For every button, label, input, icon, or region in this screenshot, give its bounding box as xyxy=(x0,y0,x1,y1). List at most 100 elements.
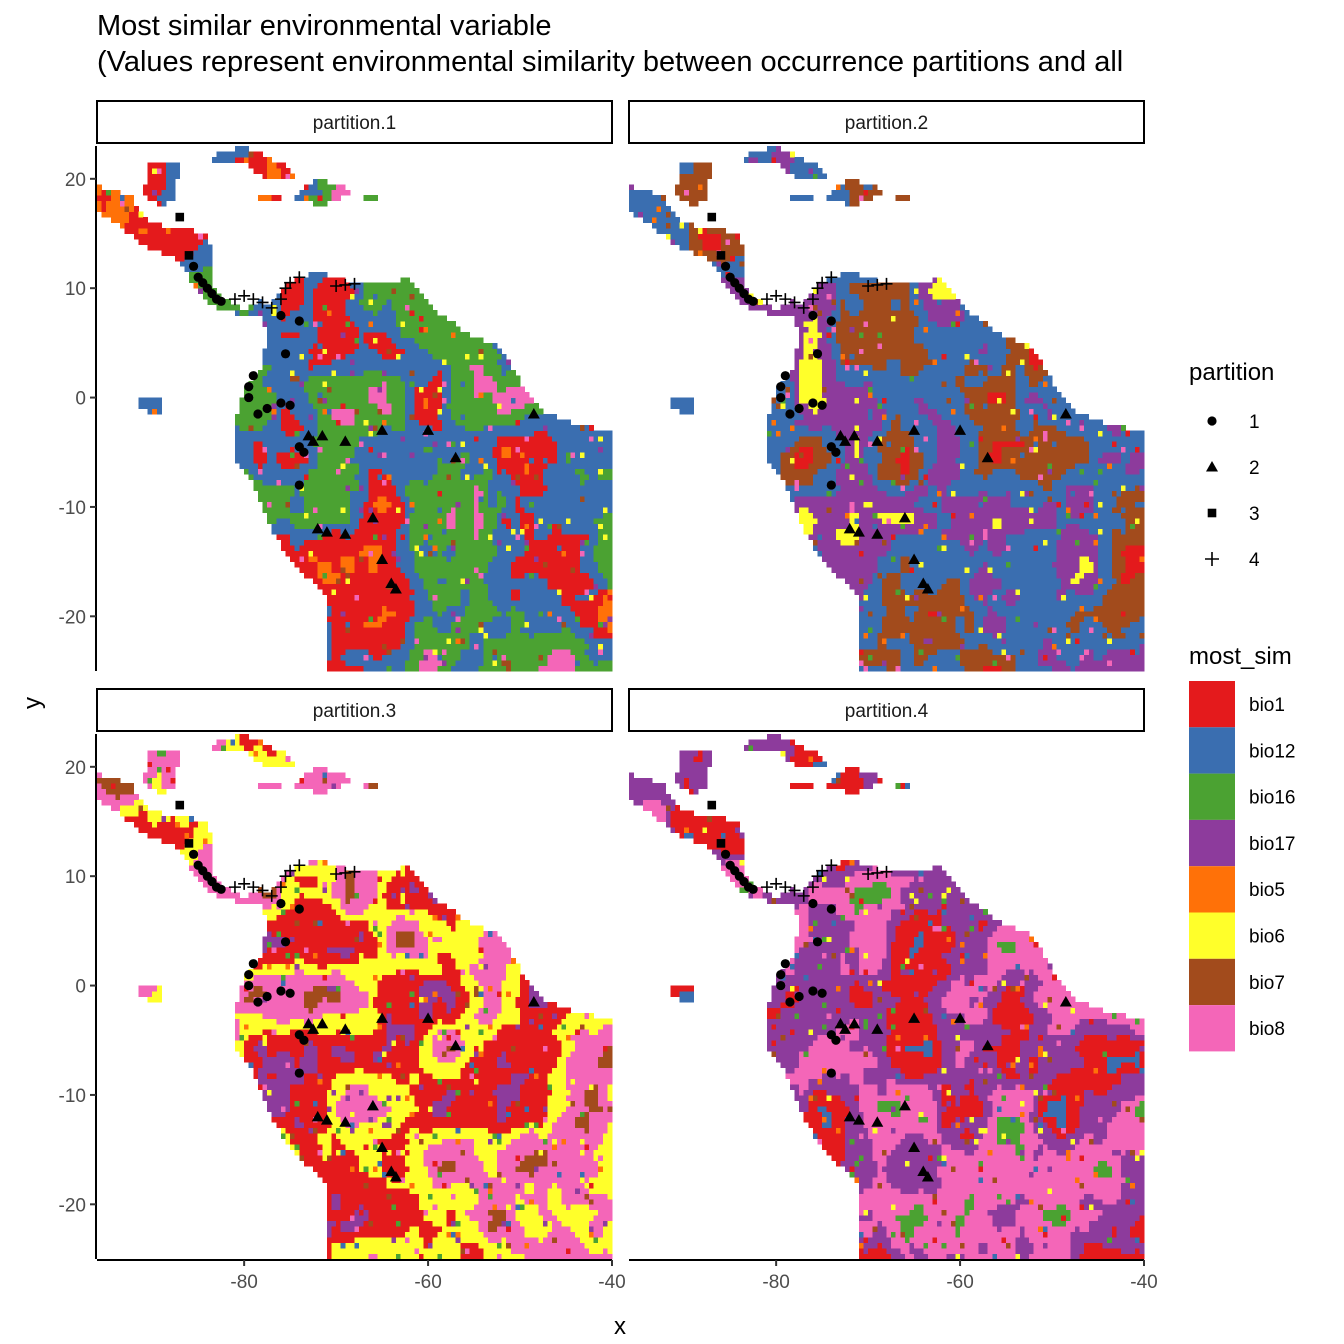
facet-strip-label: partition.1 xyxy=(313,113,396,134)
raster-cell xyxy=(359,342,365,349)
raster-cell xyxy=(497,627,502,634)
raster-cell xyxy=(409,337,415,344)
raster-cell xyxy=(299,517,305,524)
raster-cell xyxy=(391,528,397,535)
raster-cell xyxy=(120,206,125,213)
raster-cell xyxy=(359,660,365,666)
raster-cell xyxy=(276,173,282,180)
raster-cell xyxy=(441,326,447,333)
raster-cell xyxy=(464,599,470,606)
raster-cell xyxy=(579,424,585,431)
raster-cell xyxy=(593,654,599,661)
raster-cell xyxy=(308,506,314,513)
raster-cell xyxy=(317,578,323,584)
raster-cell xyxy=(437,479,443,486)
raster-cell xyxy=(566,435,571,442)
raster-cell xyxy=(349,638,355,645)
raster-cell xyxy=(345,479,351,486)
raster-cell xyxy=(423,381,429,388)
raster-cell xyxy=(331,506,337,513)
raster-cell xyxy=(299,539,305,546)
raster-cell xyxy=(501,403,507,409)
raster-cell xyxy=(368,353,374,360)
raster-cell xyxy=(538,550,544,557)
raster-cell xyxy=(418,589,424,595)
raster-cell xyxy=(598,479,604,486)
raster-cell xyxy=(455,665,461,672)
raster-cell xyxy=(478,556,484,563)
raster-cell xyxy=(598,506,604,513)
raster-cell xyxy=(317,282,323,289)
raster-cell xyxy=(497,616,502,623)
raster-cell xyxy=(386,424,392,431)
raster-cell xyxy=(432,627,438,634)
raster-cell xyxy=(345,474,351,480)
raster-cell xyxy=(294,310,300,316)
raster-cell xyxy=(543,479,548,486)
raster-cell xyxy=(331,364,337,371)
raster-cell xyxy=(359,561,365,568)
raster-cell xyxy=(349,660,355,666)
raster-cell xyxy=(529,627,535,634)
raster-cell xyxy=(262,364,268,371)
raster-cell xyxy=(607,501,613,508)
raster-cell xyxy=(377,583,383,590)
raster-cell xyxy=(432,572,438,579)
raster-cell xyxy=(359,375,365,382)
raster-cell xyxy=(506,490,512,497)
raster-cell xyxy=(460,589,466,595)
raster-cell xyxy=(515,572,521,579)
raster-cell xyxy=(492,468,498,475)
raster-cell xyxy=(520,490,525,497)
chart-title: Most similar environmental variable xyxy=(97,10,552,42)
raster-cell xyxy=(598,599,604,606)
raster-cell xyxy=(487,665,493,672)
raster-cell xyxy=(308,375,314,382)
raster-cell xyxy=(331,616,337,623)
raster-cell xyxy=(395,419,401,426)
raster-cell xyxy=(331,654,337,661)
raster-cell xyxy=(280,386,286,393)
raster-cell xyxy=(372,321,378,327)
raster-cell xyxy=(451,572,457,579)
raster-cell xyxy=(336,299,342,305)
raster-cell xyxy=(418,408,424,415)
raster-cell xyxy=(414,299,420,305)
raster-cell xyxy=(428,578,434,584)
raster-cell xyxy=(428,517,434,524)
raster-cell xyxy=(354,550,360,557)
raster-cell xyxy=(143,222,148,229)
raster-cell xyxy=(460,654,466,661)
raster-cell xyxy=(501,665,507,672)
raster-cell xyxy=(377,523,383,530)
raster-cell xyxy=(432,474,438,480)
raster-cell xyxy=(561,474,567,480)
raster-cell xyxy=(451,638,457,645)
raster-cell xyxy=(602,485,608,491)
raster-cell xyxy=(294,195,300,202)
raster-cell xyxy=(395,594,401,601)
raster-cell xyxy=(478,474,484,480)
raster-cell xyxy=(253,167,259,174)
raster-cell xyxy=(299,435,305,442)
raster-cell xyxy=(460,517,466,524)
raster-cell xyxy=(400,512,406,519)
raster-cell xyxy=(405,599,411,606)
raster-cell xyxy=(515,441,521,448)
raster-cell xyxy=(533,599,539,606)
raster-cell xyxy=(607,457,613,464)
raster-cell xyxy=(336,534,342,541)
raster-cell xyxy=(179,233,185,240)
raster-cell xyxy=(290,545,296,552)
raster-cell xyxy=(483,550,489,557)
raster-cell xyxy=(166,189,171,196)
raster-cell xyxy=(409,331,415,338)
raster-cell xyxy=(501,654,507,661)
raster-cell xyxy=(497,643,502,650)
raster-cell xyxy=(391,616,397,623)
raster-cell xyxy=(372,397,378,404)
raster-cell xyxy=(368,463,374,470)
raster-cell xyxy=(506,556,512,563)
raster-cell xyxy=(506,610,512,617)
raster-cell xyxy=(363,616,369,623)
